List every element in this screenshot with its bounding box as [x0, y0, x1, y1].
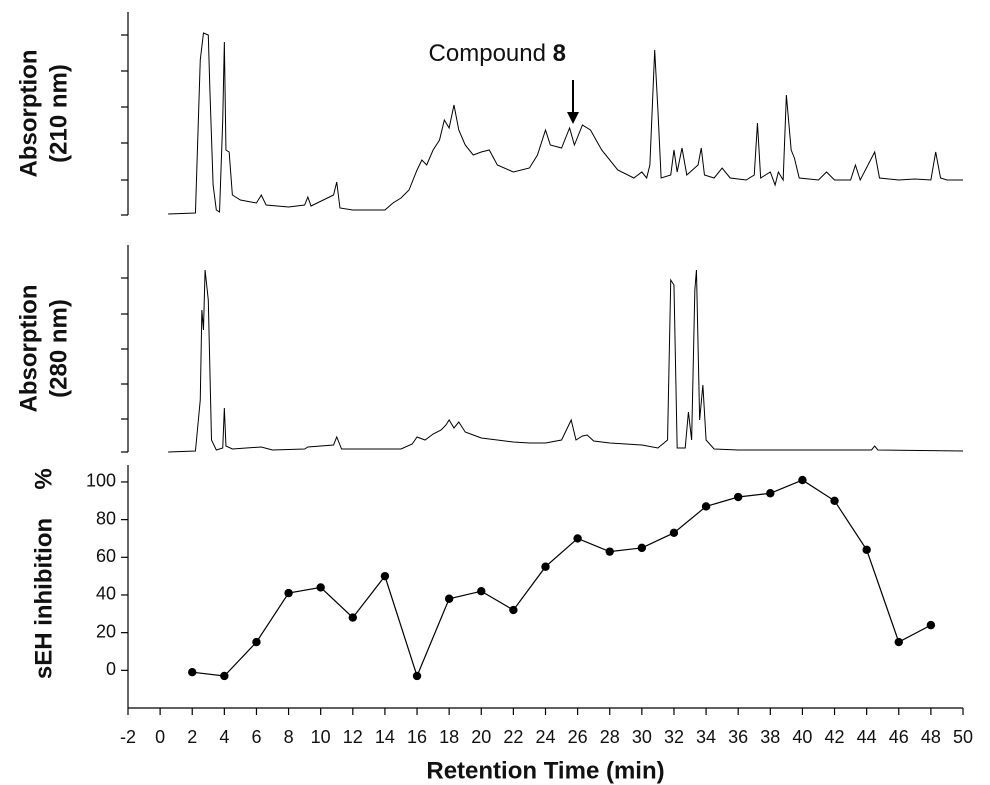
x-tick-label: 32 — [664, 727, 684, 747]
data-point — [701, 502, 711, 511]
x-tick-label: 16 — [407, 727, 427, 747]
data-point — [348, 613, 358, 622]
x-tick-label: 34 — [696, 727, 716, 747]
x-tick-label: 28 — [600, 727, 620, 747]
y-tick-label: 0 — [106, 659, 116, 679]
data-point — [541, 562, 550, 571]
annotation-bold: 8 — [553, 40, 566, 67]
y-tick-label: 40 — [96, 584, 116, 604]
data-point — [637, 543, 647, 553]
x-tick-label: 48 — [921, 727, 941, 747]
x-tick-label: 42 — [825, 727, 845, 747]
x-tick-label: 20 — [471, 727, 491, 747]
data-line — [168, 269, 964, 453]
y-axis-label: Absorption — [15, 285, 42, 413]
x-tick-label: 46 — [889, 727, 909, 747]
x-tick-label: 36 — [728, 727, 748, 747]
data-point — [509, 605, 518, 615]
annotation-arrowhead — [567, 112, 579, 124]
x-tick-label: 26 — [568, 727, 588, 747]
x-tick-label: 4 — [219, 727, 229, 747]
data-point — [605, 547, 614, 556]
data-point — [412, 671, 422, 681]
x-tick-label: 38 — [760, 727, 780, 747]
data-point — [220, 671, 229, 681]
y-axis-label: (210 nm) — [45, 64, 72, 163]
x-tick-label: 2 — [187, 727, 197, 747]
data-point — [894, 637, 903, 647]
x-tick-label: 12 — [343, 727, 363, 747]
data-point — [798, 475, 807, 485]
y-axis-unit: % — [30, 468, 57, 489]
y-axis-label: (280 nm) — [45, 299, 72, 398]
data-point — [380, 571, 390, 581]
data-point — [669, 528, 679, 538]
data-point — [573, 534, 582, 543]
data-point — [444, 594, 454, 603]
x-tick-label: 10 — [311, 727, 331, 747]
data-point — [733, 492, 743, 502]
x-tick-label: 30 — [632, 727, 652, 747]
data-point — [252, 637, 261, 647]
data-point — [830, 496, 839, 505]
x-tick-label: 50 — [953, 727, 973, 747]
x-tick-label: 18 — [439, 727, 459, 747]
annotation: Compound 8 — [429, 40, 566, 67]
y-axis-label: Absorption — [15, 50, 42, 178]
x-axis-label: Retention Time (min) — [426, 757, 664, 784]
data-point — [766, 489, 775, 498]
data-line — [168, 32, 963, 215]
x-tick-label: 24 — [535, 727, 555, 747]
x-tick-label: 0 — [155, 727, 165, 747]
x-tick-label: 44 — [857, 727, 877, 747]
y-tick-label: 60 — [96, 546, 116, 566]
x-tick-label: -2 — [120, 727, 136, 747]
x-tick-label: 14 — [375, 727, 395, 747]
y-tick-label: 100 — [86, 471, 116, 491]
data-point — [862, 545, 871, 554]
data-line — [192, 479, 932, 678]
y-tick-label: 80 — [96, 508, 116, 528]
x-tick-label: 6 — [251, 727, 261, 747]
x-tick-label: 8 — [284, 727, 294, 747]
y-tick-label: 20 — [96, 621, 116, 641]
x-tick-label: 22 — [503, 727, 523, 747]
y-axis-label: sEH inhibition — [30, 518, 57, 679]
data-point — [188, 668, 197, 677]
annotation-text: Compound — [429, 40, 546, 67]
data-point — [477, 587, 486, 596]
x-tick-label: 40 — [792, 727, 812, 747]
data-point — [284, 588, 293, 598]
data-point — [926, 620, 936, 630]
data-point — [316, 583, 325, 592]
